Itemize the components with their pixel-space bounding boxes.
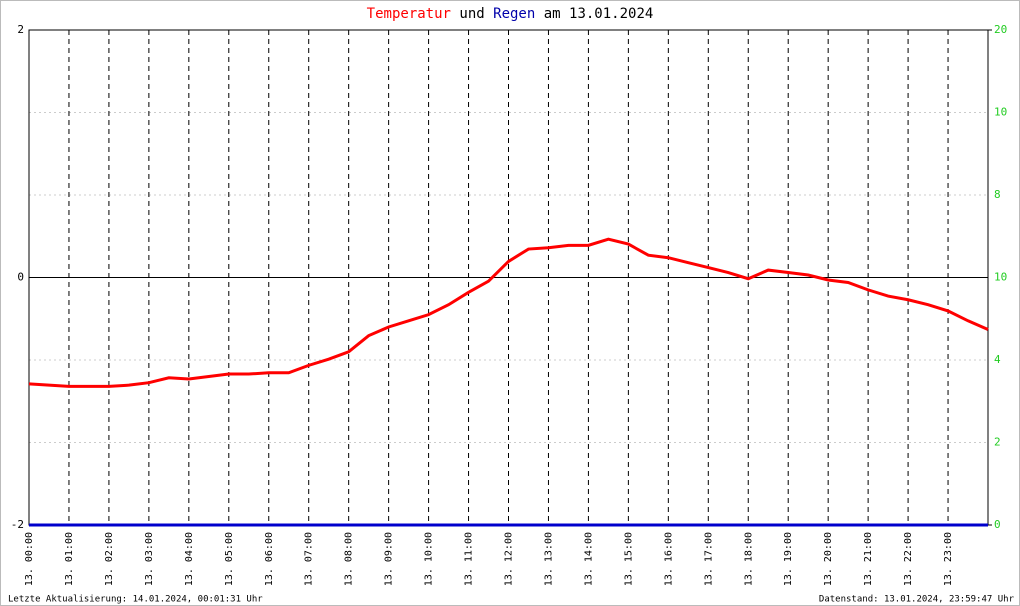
x-tick-label: 13. 06:00 [264,532,275,586]
y2-tick-label: 8 [994,188,1001,201]
y2-tick-label: 2 [994,436,1001,449]
x-tick-label: 13. 21:00 [863,532,874,586]
x-tick-label: 13. 01:00 [64,532,75,586]
x-tick-label: 13. 07:00 [304,532,315,586]
x-tick-label: 13. 08:00 [344,532,355,586]
x-tick-label: 13. 05:00 [224,532,235,586]
x-tick-label: 13. 00:00 [24,532,35,586]
x-tick-label: 13. 13:00 [543,532,554,586]
x-tick-label: 13. 10:00 [424,532,435,586]
y2-tick-label: 20 [994,23,1007,36]
y2-tick-label: 10 [994,106,1007,119]
x-tick-label: 13. 14:00 [583,532,594,586]
x-tick-label: 13. 16:00 [663,532,674,586]
x-tick-label: 13. 15:00 [623,532,634,586]
y-tick-label: -2 [11,518,24,531]
series-line [28,237,989,388]
y2-tick-label: 10 [994,271,1007,284]
x-tick-label: 13. 02:00 [104,532,115,586]
title-and: und [459,6,484,22]
y-tick-label: 2 [17,23,24,36]
x-tick-label: 13. 18:00 [743,532,754,586]
title-temp: Temperatur [367,6,451,22]
x-tick-label: 13. 12:00 [504,532,515,586]
x-tick-label: 13. 22:00 [903,532,914,586]
footer-left: Letzte Aktualisierung: 14.01.2024, 00:01… [8,595,263,605]
chart-title: Temperatur und Regen am 13.01.2024 [367,6,654,22]
x-tick-label: 13. 19:00 [783,532,794,586]
x-tick-label: 13. 11:00 [464,532,475,586]
y2-tick-label: 0 [994,518,1001,531]
footer-right: Datenstand: 13.01.2024, 23:59:47 Uhr [819,595,1015,605]
x-tick-label: 13. 20:00 [823,532,834,586]
x-tick-label: 13. 17:00 [703,532,714,586]
title-date: am 13.01.2024 [544,6,654,22]
x-tick-label: 13. 03:00 [144,532,155,586]
x-tick-label: 13. 04:00 [184,532,195,586]
y2-tick-label: 4 [994,353,1001,366]
y-tick-label: 0 [17,271,24,284]
title-rain: Regen [493,6,535,22]
x-tick-label: 13. 09:00 [384,532,395,586]
x-tick-label: 13. 23:00 [943,532,954,586]
